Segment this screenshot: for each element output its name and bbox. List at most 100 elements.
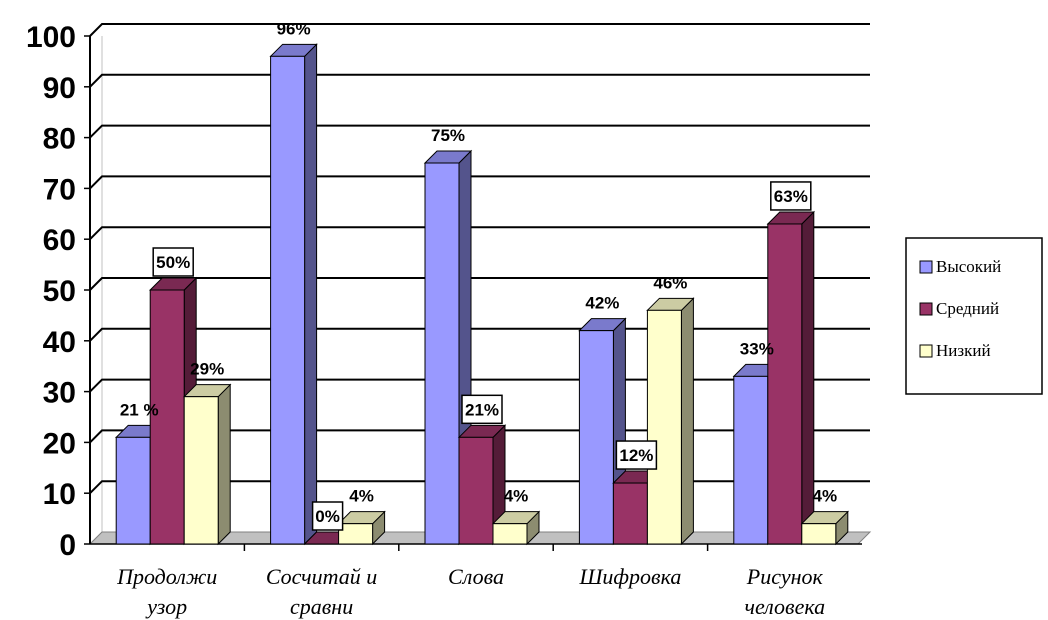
legend-item: Средний [919, 299, 999, 318]
data-label-text: 21 % [120, 400, 159, 419]
legend-swatch [919, 302, 933, 316]
data-label: 4% [504, 487, 529, 506]
bars [114, 43, 850, 546]
x-category-label: Рисунок [746, 564, 824, 589]
y-tick-labels: 0 10 20 30 40 50 60 70 80 90 100 [26, 21, 76, 562]
y-tick-label: 80 [43, 123, 76, 156]
bar-front [767, 223, 803, 545]
bar-front [115, 436, 151, 545]
bar-2-2 [491, 510, 541, 546]
bar-0-1 [269, 43, 318, 546]
legend-label: Высокий [936, 257, 1001, 276]
x-category-label: узор [145, 594, 187, 619]
data-label-text: 0% [315, 507, 340, 526]
data-label: 12% [615, 440, 658, 470]
data-label: 21 % [120, 400, 159, 419]
data-label-box [311, 501, 344, 531]
data-label: 96% [277, 19, 311, 38]
bar-2-3 [646, 297, 695, 546]
bar-front [612, 482, 648, 545]
bar-1-0 [148, 276, 198, 546]
data-label-box [615, 440, 658, 470]
x-category-labels: Продолжи узор Сосчитай и сравни Слова Шифровк… [116, 564, 825, 619]
data-label-text: 50% [156, 253, 190, 272]
bar-1-4 [766, 210, 816, 546]
legend-item: Высокий [919, 257, 1001, 276]
x-category-label: Шифровка [578, 564, 681, 589]
bar-2-1 [337, 510, 386, 546]
data-label-text: 75% [431, 126, 465, 145]
data-label-text: 33% [740, 339, 774, 358]
bar-front [578, 330, 614, 545]
y-tick-label: 60 [43, 224, 76, 257]
data-label: 4% [813, 487, 838, 506]
bar-2-0 [182, 383, 232, 546]
data-label-box [152, 247, 194, 277]
bar-front [424, 162, 460, 545]
data-label-text: 4% [813, 487, 838, 506]
legend-item: Низкий [919, 341, 991, 360]
gridline [89, 73, 870, 88]
data-label-text: 96% [277, 19, 311, 38]
data-label: 29% [190, 360, 224, 379]
x-category-label: Слова [448, 564, 504, 589]
gridline [89, 124, 870, 139]
data-label-box [770, 181, 812, 211]
side-wall [89, 36, 103, 545]
bar-front [733, 375, 769, 545]
x-category-label: сравни [290, 594, 353, 619]
x-category-label: человека [744, 594, 825, 619]
data-label: 21% [461, 394, 503, 425]
y-tick-label: 90 [43, 72, 76, 105]
y-tick-label: 100 [26, 21, 76, 54]
bar-2-4 [800, 510, 850, 546]
data-label: 0% [311, 501, 344, 531]
legend: Высокий Средний Низкий [905, 237, 1043, 395]
y-tick-label: 30 [43, 377, 76, 410]
y-tick-label: 0 [59, 529, 76, 562]
legend-label: Средний [936, 299, 999, 318]
data-label-text: 63% [774, 187, 808, 206]
data-label-text: 4% [349, 487, 374, 506]
data-label-text: 12% [619, 446, 653, 465]
data-label-box [461, 394, 503, 425]
gridline [89, 226, 870, 240]
bar-side [304, 43, 318, 546]
y-tick-label: 10 [43, 478, 76, 511]
bar-front [270, 55, 306, 545]
data-label-text: 21% [465, 400, 499, 419]
gridline [89, 23, 870, 37]
bar-front [149, 289, 185, 545]
y-tick-label: 50 [43, 275, 76, 308]
bar-front [183, 396, 219, 545]
bar-front [801, 523, 837, 545]
y-tick-label: 40 [43, 326, 76, 359]
gridline [89, 175, 870, 190]
legend-swatch [919, 344, 933, 358]
x-category-label: Продолжи [116, 564, 217, 589]
data-label-text: 29% [190, 360, 224, 379]
gridline [89, 277, 870, 291]
y-tick-label: 70 [43, 173, 76, 206]
data-label-text: 42% [585, 294, 619, 313]
x-category-label: Сосчитай и [266, 564, 377, 589]
data-label: 46% [653, 273, 687, 292]
data-label: 75% [431, 126, 465, 145]
y-tick-label: 20 [43, 427, 76, 460]
bar-front [646, 309, 682, 545]
bar-front [338, 523, 374, 545]
data-label: 42% [585, 294, 619, 313]
data-label-text: 4% [504, 487, 529, 506]
legend-label: Низкий [936, 341, 991, 360]
data-label-text: 46% [653, 273, 687, 292]
bar-side [680, 297, 694, 546]
data-label: 63% [770, 181, 812, 211]
data-label: 4% [349, 487, 374, 506]
data-label: 33% [740, 339, 774, 358]
bar-side [217, 383, 231, 546]
bar-front [492, 523, 528, 545]
data-labels: 21 % 50% 29% 96% 0% 4% 75% 21% 4% 42% 12% 46% 33% 63%… [120, 19, 838, 531]
data-label: 50% [152, 247, 194, 277]
bar-1-2 [457, 424, 507, 546]
